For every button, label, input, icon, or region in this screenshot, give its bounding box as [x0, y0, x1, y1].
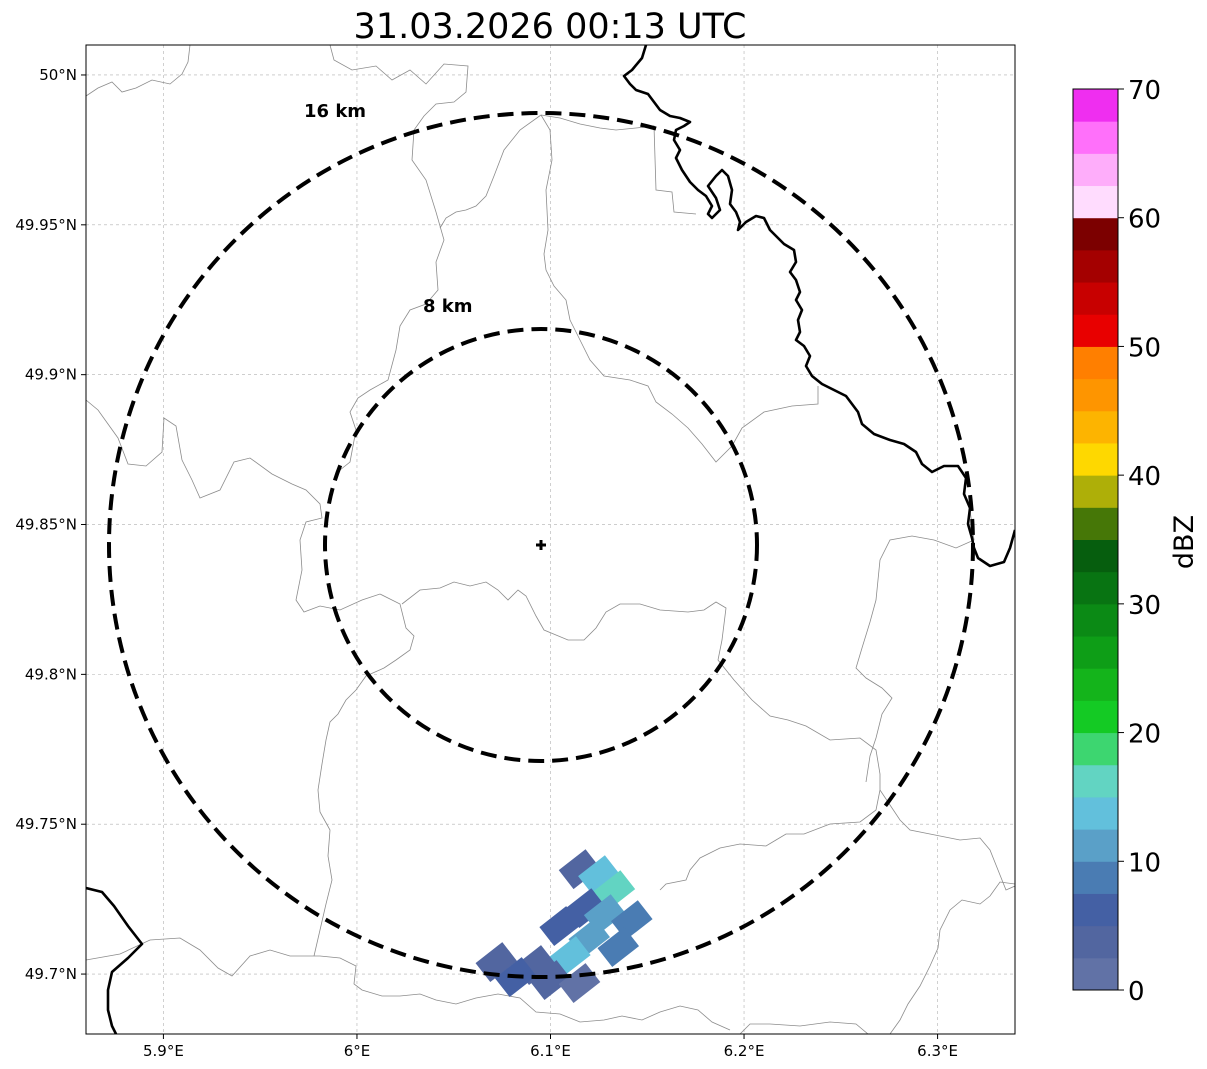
colorbar-band: [1073, 507, 1118, 540]
x-tick-label: 5.9°E: [143, 1042, 184, 1060]
echo-cell: [597, 927, 640, 968]
y-tick-label: 49.75°N: [15, 815, 77, 833]
colorbar-band: [1073, 957, 1118, 991]
colorbar-band: [1073, 282, 1118, 315]
y-tick-label: 49.9°N: [25, 366, 77, 384]
colorbar: 0 10 20 30 40 50 60 70 dBZ: [1072, 76, 1200, 1007]
colorbar-tick-label: 60: [1128, 205, 1161, 235]
colorbar-band: [1073, 410, 1118, 444]
y-tick-label: 49.85°N: [15, 516, 77, 534]
colorbar-frame: [1072, 88, 1119, 991]
echo-cell: [578, 855, 620, 896]
colorbar-band: [1073, 442, 1118, 476]
colorbar-band: [1073, 378, 1118, 412]
border-line: [439, 114, 542, 229]
chart-title: 31.03.2026 00:13 UTC: [354, 7, 747, 47]
colorbar-band: [1073, 89, 1118, 122]
colorbar-tick-label: 20: [1128, 720, 1161, 750]
colorbar-band: [1073, 732, 1118, 766]
colorbar-band: [1073, 571, 1118, 605]
gridlines: [86, 45, 1015, 1034]
x-tick-label: 6.3°E: [917, 1042, 958, 1060]
colorbar-tick-label: 50: [1128, 333, 1161, 363]
border-lines: [86, 45, 1015, 1034]
x-axis: 5.9°E 6°E 6.1°E 6.2°E 6.3°E: [143, 1034, 958, 1060]
river-line: [86, 886, 144, 1034]
x-tick-label: 6.1°E: [530, 1042, 571, 1060]
radar-site-marker: [536, 540, 546, 550]
border-line: [889, 881, 1015, 1034]
y-tick-label: 49.95°N: [15, 216, 77, 234]
colorbar-band: [1073, 314, 1118, 347]
range-ring-8km: [323, 327, 759, 763]
border-line: [401, 581, 881, 790]
map-plot-area: [86, 45, 1015, 1034]
border-line: [540, 114, 697, 215]
colorbar-band: [1073, 796, 1118, 830]
echo-cells: [475, 849, 653, 1003]
river-line: [622, 45, 1015, 568]
colorbar-band: [1073, 764, 1118, 798]
y-tick-label: 49.7°N: [25, 965, 77, 983]
x-tick-label: 6°E: [344, 1042, 371, 1060]
border-line: [329, 45, 469, 213]
colorbar-band: [1073, 668, 1118, 701]
range-ring-16km: [107, 111, 975, 979]
y-tick-label: 50°N: [39, 66, 77, 84]
colorbar-band: [1073, 346, 1118, 380]
colorbar-tick-label: 70: [1128, 76, 1161, 106]
echo-cell: [539, 906, 581, 947]
colorbar-band: [1073, 700, 1118, 734]
border-line: [86, 45, 191, 97]
colorbar-band: [1073, 249, 1118, 283]
river-lines: [86, 45, 1015, 1034]
border-line: [739, 1021, 869, 1034]
colorbar-band: [1073, 603, 1118, 637]
border-line: [86, 399, 415, 957]
border-line: [855, 509, 975, 783]
echo-cell: [558, 849, 601, 890]
border-line: [879, 789, 1015, 891]
colorbar-band: [1073, 829, 1118, 862]
colorbar-tick-label: 30: [1128, 591, 1161, 621]
border-line: [659, 789, 881, 891]
colorbar-tick-label: 40: [1128, 462, 1161, 492]
range-ring-label-16km: 16 km: [304, 101, 366, 122]
colorbar-band: [1073, 475, 1118, 508]
colorbar-band: [1073, 121, 1118, 154]
border-line: [339, 211, 445, 471]
colorbar-band: [1073, 185, 1118, 219]
colorbar-label: dBZ: [1169, 515, 1200, 569]
colorbar-band: [1073, 861, 1118, 894]
border-line: [540, 114, 819, 463]
colorbar-band: [1073, 217, 1118, 251]
y-axis: 50°N 49.95°N 49.9°N 49.85°N 49.8°N 49.75°N 49.…: [15, 66, 86, 983]
colorbar-tick-label: 0: [1128, 977, 1145, 1007]
colorbar-band: [1073, 925, 1118, 959]
colorbar-band: [1073, 636, 1118, 669]
echo-cell: [529, 960, 572, 1000]
colorbar-tick-label: 10: [1128, 848, 1161, 878]
colorbar-band: [1073, 893, 1118, 927]
colorbar-band: [1073, 539, 1118, 573]
colorbar-band: [1073, 153, 1118, 187]
range-ring-label-8km: 8 km: [423, 296, 473, 317]
y-tick-label: 49.8°N: [25, 665, 77, 683]
border-line: [86, 937, 731, 1031]
x-tick-label: 6.2°E: [724, 1042, 765, 1060]
